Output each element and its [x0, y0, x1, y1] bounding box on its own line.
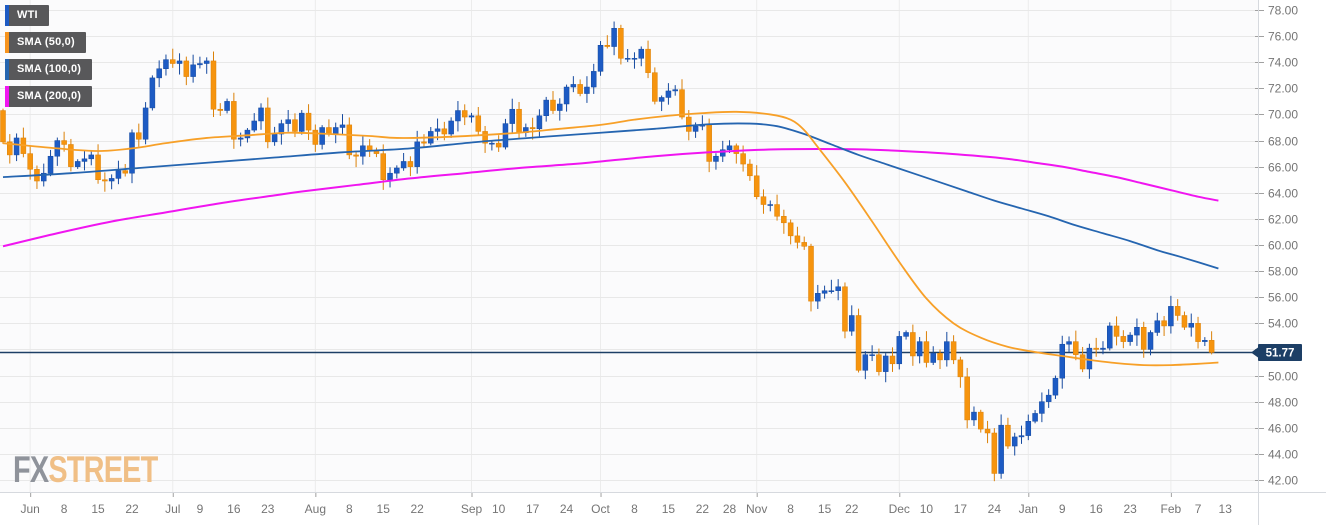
svg-text:46.00: 46.00 [1268, 422, 1298, 436]
svg-text:Aug: Aug [305, 502, 326, 516]
svg-text:15: 15 [818, 502, 832, 516]
svg-text:22: 22 [696, 502, 710, 516]
svg-text:Nov: Nov [746, 502, 767, 516]
svg-text:15: 15 [91, 502, 105, 516]
svg-text:8: 8 [61, 502, 68, 516]
svg-text:48.00: 48.00 [1268, 396, 1298, 410]
svg-text:17: 17 [526, 502, 540, 516]
svg-text:Dec: Dec [889, 502, 910, 516]
svg-text:54.00: 54.00 [1268, 317, 1298, 331]
series-color-bar [5, 59, 9, 80]
svg-text:17: 17 [954, 502, 968, 516]
svg-text:Jan: Jan [1019, 502, 1038, 516]
svg-text:50.00: 50.00 [1268, 370, 1298, 384]
candles-layer [0, 21, 1215, 482]
svg-text:13: 13 [1219, 502, 1233, 516]
svg-text:72.00: 72.00 [1268, 82, 1298, 96]
svg-text:Oct: Oct [591, 502, 610, 516]
svg-text:Jun: Jun [20, 502, 39, 516]
legend-label: SMA (100,0) [17, 63, 82, 75]
sma-50-line [2, 110, 1219, 367]
legend-item-sma50[interactable]: SMA (50,0) [5, 32, 86, 53]
svg-text:Jul: Jul [165, 502, 180, 516]
svg-text:24: 24 [560, 502, 574, 516]
horizontal-gridlines [0, 10, 1258, 481]
svg-text:58.00: 58.00 [1268, 265, 1298, 279]
svg-text:8: 8 [631, 502, 638, 516]
svg-text:22: 22 [411, 502, 425, 516]
legend-item-sma200[interactable]: SMA (200,0) [5, 86, 93, 107]
svg-text:22: 22 [845, 502, 859, 516]
sma-200-line [2, 148, 1219, 248]
svg-text:16: 16 [227, 502, 241, 516]
svg-text:24: 24 [988, 502, 1002, 516]
svg-text:9: 9 [197, 502, 204, 516]
sma-100-line [2, 122, 1219, 270]
svg-text:76.00: 76.00 [1268, 30, 1298, 44]
svg-text:62.00: 62.00 [1268, 213, 1298, 227]
svg-text:9: 9 [1059, 502, 1066, 516]
series-color-bar [5, 5, 9, 26]
svg-text:70.00: 70.00 [1268, 108, 1298, 122]
svg-text:Feb: Feb [1161, 502, 1182, 516]
svg-text:10: 10 [492, 502, 506, 516]
current-price-label: 51.77 [1251, 343, 1302, 361]
svg-text:74.00: 74.00 [1268, 56, 1298, 70]
svg-text:56.00: 56.00 [1268, 291, 1298, 305]
x-axis-labels: Jun 8 15 22 Jul 9 16 23 Aug 8 15 22 Sep 10 17 24 Oct 8 15 2… [20, 492, 1232, 516]
svg-text:68.00: 68.00 [1268, 135, 1298, 149]
legend-item-wti[interactable]: WTI [5, 5, 49, 26]
fxstreet-logo-fx: FX [13, 449, 49, 490]
indicator-legend: WTI SMA (50,0) SMA (100,0) SMA (200,0) [5, 5, 93, 107]
svg-text:42.00: 42.00 [1268, 474, 1298, 488]
svg-text:78.00: 78.00 [1268, 4, 1298, 18]
legend-label: WTI [17, 9, 38, 21]
svg-text:Sep: Sep [461, 502, 483, 516]
svg-text:15: 15 [662, 502, 676, 516]
svg-text:51.77: 51.77 [1266, 347, 1295, 359]
svg-text:8: 8 [787, 502, 794, 516]
svg-text:66.00: 66.00 [1268, 161, 1298, 175]
svg-text:22: 22 [125, 502, 139, 516]
legend-item-sma100[interactable]: SMA (100,0) [5, 59, 93, 80]
svg-text:16: 16 [1090, 502, 1104, 516]
svg-text:64.00: 64.00 [1268, 187, 1298, 201]
svg-text:23: 23 [261, 502, 275, 516]
svg-text:28: 28 [723, 502, 737, 516]
fxstreet-logo: FXSTREET [13, 449, 158, 491]
svg-text:23: 23 [1123, 502, 1137, 516]
series-color-bar [5, 32, 9, 53]
svg-text:44.00: 44.00 [1268, 448, 1298, 462]
svg-text:8: 8 [346, 502, 353, 516]
fxstreet-logo-street: STREET [48, 449, 158, 490]
svg-text:7: 7 [1195, 502, 1202, 516]
svg-text:10: 10 [920, 502, 934, 516]
series-color-bar [5, 86, 9, 107]
legend-label: SMA (200,0) [17, 90, 82, 102]
svg-text:15: 15 [377, 502, 391, 516]
svg-text:60.00: 60.00 [1268, 239, 1298, 253]
legend-label: SMA (50,0) [17, 36, 75, 48]
